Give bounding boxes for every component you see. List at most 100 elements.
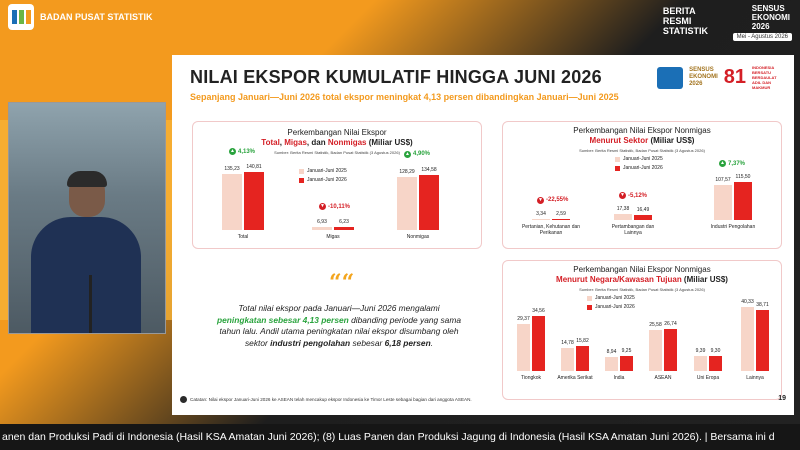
category-label: India [613,375,625,381]
bar-2026 [620,356,633,371]
quote-icon: ““ [329,270,355,296]
value-label: 16,49 [636,206,650,213]
laptop [103,333,166,334]
legend-2025: Januari-Juni 2025 [623,156,663,162]
category-label: Migas [326,234,340,240]
value-label: 6,23 [339,219,349,226]
change-badge: ▼ -10,11% [319,203,351,211]
info-icon [180,396,187,403]
bar-2026 [734,182,752,220]
bar-2026 [334,227,354,230]
value-label: 26,74 [664,320,677,327]
presentation-slide: NILAI EKSPOR KUMULATIF HINGGA JUNI 2026 … [172,55,794,415]
ri-81-logo: 81 [723,66,746,88]
chart-legend: Januari-Juni 2025 Januari-Juni 2026 [587,295,635,313]
value-label: 17,38 [616,206,630,213]
category-label: Tiongkok [520,375,542,381]
value-label: 40,33 [741,299,754,305]
change-value: -10,11% [328,203,351,210]
chart-subtitle: Menurut Negara/Kawasan Tujuan (Miliar US… [556,275,728,284]
value-label: 140,81 [246,164,262,170]
change-value: -22,55% [546,197,569,204]
chart-subtitle: Menurut Sektor (Miliar US$) [589,136,695,145]
category-label: Uni Eropa [696,375,720,381]
change-badge: ▼ -5,12% [619,192,648,200]
change-value: 4,90% [413,151,431,158]
bar-2025 [561,347,574,371]
value-label: 14,78 [561,339,574,346]
slide-logos: SENSUS EKONOMI 2026 81 INDONESIA BERSATU… [657,65,782,90]
change-badge: ▲ 4,13% [229,148,255,155]
chart-title: Perkembangan Nilai Ekspor [287,128,387,137]
bar-2025 [741,307,754,371]
value-label: 3,34 [536,210,546,217]
category-label: Nonmigas [406,234,430,240]
change-value: 7,37% [728,160,746,167]
value-label: 6,93 [317,219,327,226]
bar-2026 [664,328,677,371]
change-badge: ▲ 7,37% [719,160,745,167]
change-value: -5,12% [628,192,648,199]
chart-by-sector: Perkembangan Nilai Ekspor Nonmigas Menur… [502,121,782,249]
speaker-video [8,102,166,334]
value-label: 135,23 [224,166,240,173]
sensus-line: EKONOMI [751,13,790,22]
change-badge: ▼ -22,55% [537,196,569,204]
sensus-line: 2026 [751,22,770,31]
chart-subtitle: Total, Migas, dan Nonmigas (Miliar US$) [261,138,413,147]
value-label: 134,58 [421,166,437,173]
value-label: 25,58 [649,322,662,329]
bar-2026 [576,345,589,371]
summary-quote: ““ Total nilai ekspor pada Januari—Juni … [214,270,464,349]
bar-2025 [222,174,242,230]
chart-source: Sumber: Berita Resmi Statistik, Badan Pu… [274,150,400,155]
bar-2025 [532,218,550,220]
legend-2025: Januari-Juni 2025 [595,295,635,301]
change-badge: ▲ 4,90% [404,150,431,158]
bps-logo-icon [8,4,34,30]
chart-by-destination: Perkembangan Nilai Ekspor Nonmigas Menur… [502,260,782,400]
legend-2026: Januari-Juni 2026 [595,304,635,310]
chart-source: Sumber: Berita Resmi Statistik, Badan Pu… [579,287,705,292]
value-label: 115,50 [735,174,751,180]
bar-2025 [614,214,632,220]
bps-logo: BADAN PUSAT STATISTIK [8,4,153,30]
bar-2026 [419,174,439,230]
legend-2026: Januari-Juni 2026 [307,177,347,183]
category-label: Amerika Serikat [557,375,593,381]
category-label: ASEAN [654,375,672,381]
legend-2025: Januari-Juni 2025 [307,168,347,174]
slide-subtitle: Sepanjang Januari—Juni 2026 total ekspor… [190,92,619,102]
chart-title: Perkembangan Nilai Ekspor Nonmigas [573,126,711,135]
category-label: Pertambangan dan Lainnya [611,224,655,236]
chart-total-migas-nonmigas: Perkembangan Nilai Ekspor Total, Migas, … [192,121,482,249]
arrow-down-icon: ▼ [319,203,326,211]
bar-2026 [532,316,545,371]
chart-title: Perkembangan Nilai Ekspor Nonmigas [573,265,711,274]
value-label: 128,29 [399,169,415,176]
bar-2025 [649,330,662,371]
brs-line: RESMI [662,16,692,26]
bar-2025 [714,184,732,220]
broadcast-header: BADAN PUSAT STATISTIK BERITA RESMI STATI… [0,0,800,44]
value-label: 9,30 [710,348,721,355]
brs-logo: BERITA RESMI STATISTIK [663,6,708,36]
page-number: 19 [778,395,786,402]
value-label: 15,82 [576,337,589,344]
bar-2025 [312,227,332,230]
arrow-down-icon: ▼ [619,192,626,200]
change-value: 4,13% [238,148,256,155]
category-label: Lainnya [746,375,764,381]
brs-line: BERITA [662,6,696,16]
microphone [89,275,92,333]
bar-2026 [709,356,722,371]
bar-2025 [517,324,530,371]
arrow-up-icon: ▲ [229,148,236,155]
bar-2025 [605,356,618,371]
slide-title: NILAI EKSPOR KUMULATIF HINGGA JUNI 2026 [190,67,602,87]
arrow-up-icon: ▲ [719,160,726,167]
chart-legend: Januari-Juni 2025 Januari-Juni 2026 [299,168,347,186]
bar-2025 [694,356,707,371]
ri-81-tagline: INDONESIA BERSATU BERDAULAT ADIL DAN MAK… [752,65,777,90]
sensus-logo: SENSUS EKONOMI 2026 [689,67,718,87]
